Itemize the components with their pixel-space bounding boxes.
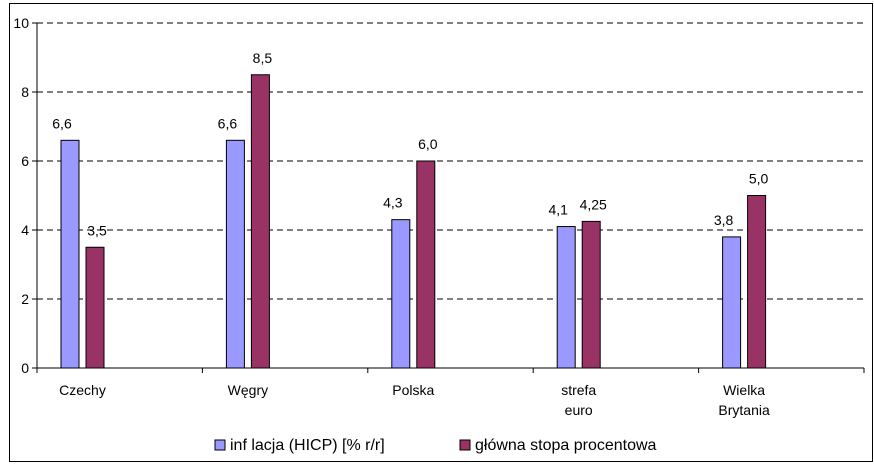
bar — [581, 220, 601, 369]
data-label: 3,5 — [87, 222, 107, 238]
data-label: 3,8 — [714, 212, 734, 228]
bar — [556, 226, 576, 369]
y-tick-label: 10 — [13, 15, 29, 31]
bar — [250, 74, 270, 369]
data-label: 4,3 — [383, 195, 403, 211]
data-label: 6,0 — [418, 136, 438, 152]
bars — [60, 74, 767, 369]
x-tick-label: Czechy — [59, 382, 106, 398]
data-label: 8,5 — [253, 50, 273, 66]
gridlines — [37, 22, 864, 300]
y-tick-label: 0 — [21, 360, 29, 376]
legend: inf lacja (HICP) [% r/r] główna stopa pro… — [214, 437, 657, 454]
bar — [722, 236, 742, 369]
bar — [60, 139, 80, 369]
y-tick-label: 2 — [21, 291, 29, 307]
legend-label: główna stopa procentowa — [475, 437, 657, 454]
axes: 0 2 4 6 8 10 Czechy Węgry Polska strefa euro Wielka… — [13, 15, 865, 418]
bar — [391, 219, 411, 369]
data-label: 5,0 — [749, 171, 769, 187]
y-tick-label: 8 — [21, 84, 29, 100]
legend-swatch — [214, 439, 226, 451]
x-tick-label: Brytania — [718, 402, 770, 418]
y-tick-label: 4 — [21, 222, 29, 238]
bar — [225, 139, 245, 369]
legend-label: inf lacja (HICP) [% r/r] — [230, 437, 385, 454]
y-tick-label: 6 — [21, 153, 29, 169]
data-labels: 6,6 3,5 6,6 8,5 4,3 6,0 4,1 4,25 3,8 5,0 — [52, 50, 768, 239]
x-tick-label: strefa — [561, 382, 596, 398]
data-label: 6,6 — [52, 115, 72, 131]
chart-frame — [9, 3, 873, 462]
data-label: 4,25 — [580, 196, 607, 212]
x-tick-label: euro — [565, 402, 593, 418]
data-label: 6,6 — [218, 115, 238, 131]
bar — [85, 246, 105, 369]
bar — [416, 160, 436, 369]
x-tick-label: Węgry — [228, 382, 268, 398]
x-tick-label: Wielka — [723, 382, 765, 398]
data-label: 4,1 — [548, 202, 568, 218]
legend-swatch — [459, 439, 471, 451]
bar — [747, 195, 767, 369]
x-tick-label: Polska — [392, 382, 434, 398]
